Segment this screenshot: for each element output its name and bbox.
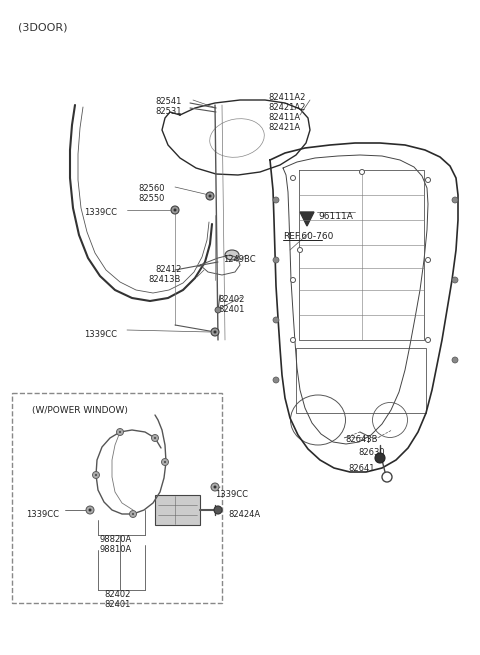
Circle shape [86,506,94,514]
Text: 82402: 82402 [218,295,244,304]
Text: 82630: 82630 [358,448,384,457]
Text: 82421A2: 82421A2 [268,103,305,112]
Bar [12,393,222,603]
Text: 98810A: 98810A [100,545,132,554]
Circle shape [119,431,121,433]
Ellipse shape [225,250,239,260]
Text: 1339CC: 1339CC [84,208,117,217]
Circle shape [452,357,458,363]
Circle shape [152,434,158,441]
Text: 98820A: 98820A [100,535,132,544]
Text: 82401: 82401 [105,600,131,609]
Circle shape [290,176,296,181]
Text: 1249BC: 1249BC [223,255,256,264]
Bar [155,495,200,525]
Circle shape [171,206,179,214]
Text: 96111A: 96111A [318,212,353,221]
Circle shape [425,337,431,343]
Text: 82550: 82550 [138,194,164,203]
Circle shape [452,197,458,203]
Text: 82643B: 82643B [345,435,377,444]
Text: 82411A: 82411A [268,113,300,122]
Circle shape [273,377,279,383]
Text: 82424A: 82424A [228,510,260,519]
Circle shape [273,257,279,263]
Text: 82421A: 82421A [268,123,300,132]
Text: 1339CC: 1339CC [215,490,248,499]
Circle shape [206,192,214,200]
Circle shape [164,461,166,463]
Polygon shape [300,212,314,226]
Text: 82641: 82641 [348,464,374,473]
Text: 82413B: 82413B [148,275,180,284]
Circle shape [425,257,431,263]
Circle shape [93,472,99,479]
Circle shape [132,513,134,515]
Circle shape [298,248,302,252]
Text: 82560: 82560 [138,184,165,193]
Circle shape [88,508,92,512]
Text: (3DOOR): (3DOOR) [18,22,68,32]
Circle shape [452,277,458,283]
Bar [296,348,426,413]
Text: 1339CC: 1339CC [84,330,117,339]
Circle shape [214,485,216,489]
Circle shape [214,506,222,514]
Circle shape [117,428,123,436]
Text: 1339CC: 1339CC [26,510,59,519]
Text: 82401: 82401 [218,305,244,314]
Text: 82402: 82402 [105,590,131,599]
Text: 82411A2: 82411A2 [268,93,305,102]
Text: 82541: 82541 [155,97,181,106]
Text: 82412: 82412 [155,265,181,274]
Text: 82531: 82531 [155,107,181,116]
Circle shape [290,337,296,343]
Circle shape [382,472,392,482]
Circle shape [211,328,219,336]
Circle shape [130,510,136,517]
Circle shape [273,317,279,323]
Circle shape [161,458,168,466]
Circle shape [290,278,296,282]
Circle shape [95,474,97,476]
Circle shape [173,208,177,212]
Circle shape [208,195,212,198]
Circle shape [211,483,219,491]
Circle shape [215,307,221,313]
Circle shape [425,178,431,183]
Circle shape [273,197,279,203]
Circle shape [154,437,156,439]
Circle shape [214,331,216,333]
Text: REF.60-760: REF.60-760 [283,232,334,241]
Circle shape [360,170,364,174]
Circle shape [375,453,385,463]
Text: (W/POWER WINDOW): (W/POWER WINDOW) [32,406,128,415]
